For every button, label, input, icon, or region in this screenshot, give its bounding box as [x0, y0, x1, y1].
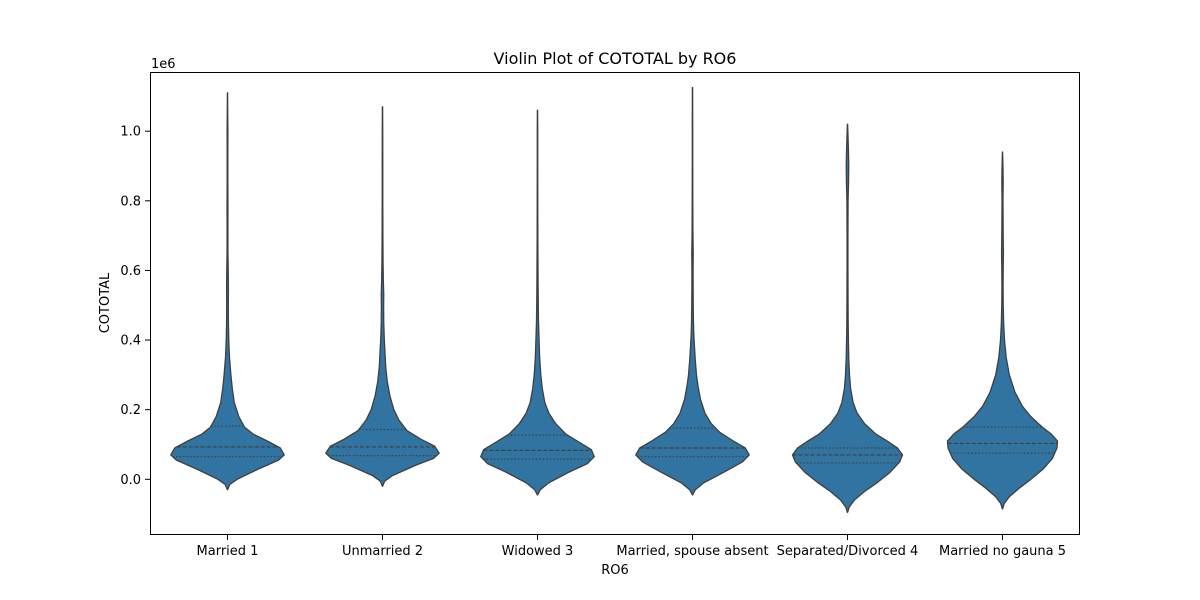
chart-title: Violin Plot of COTOTAL by RO6	[494, 49, 737, 68]
y-tick-label: 1.0	[120, 125, 141, 140]
plot-frame	[150, 72, 1080, 535]
x-tick-label: Married no gauna 5	[939, 544, 1066, 559]
violin-6	[946, 151, 1059, 510]
x-tick-label: Married 1	[197, 544, 259, 559]
violins-layer	[170, 87, 1059, 514]
violin-1	[170, 92, 285, 491]
x-tick-label: Married, spouse absent	[616, 544, 768, 559]
violin-3	[480, 109, 595, 496]
violin-body	[480, 109, 595, 496]
violin-body	[325, 106, 440, 487]
y-tick-label: 0.0	[120, 473, 141, 488]
x-axis: Married 1 Unmarried 2 Widowed 3 Married, sp…	[197, 535, 1066, 559]
violin-body	[946, 151, 1059, 510]
y-axis: 0.0 0.2 0.4 0.6 0.8 1.0	[120, 125, 150, 488]
violin-4	[635, 87, 750, 496]
x-axis-title: RO6	[601, 563, 629, 578]
violin-body	[791, 123, 904, 514]
x-tick-label: Widowed 3	[502, 544, 574, 559]
y-tick-label: 0.8	[120, 194, 141, 209]
y-axis-title: COTOTAL	[98, 272, 113, 333]
x-tick-label: Unmarried 2	[342, 544, 423, 559]
violin-2	[325, 106, 440, 487]
violin-body	[635, 87, 750, 496]
y-tick-label: 0.4	[120, 334, 141, 349]
y-tick-label: 0.2	[120, 403, 141, 418]
violin-body	[170, 92, 285, 491]
violin-5	[791, 123, 904, 514]
x-tick-label: Separated/Divorced 4	[777, 544, 919, 559]
y-axis-offset-label: 1e6	[151, 57, 176, 72]
y-tick-label: 0.6	[120, 264, 141, 279]
